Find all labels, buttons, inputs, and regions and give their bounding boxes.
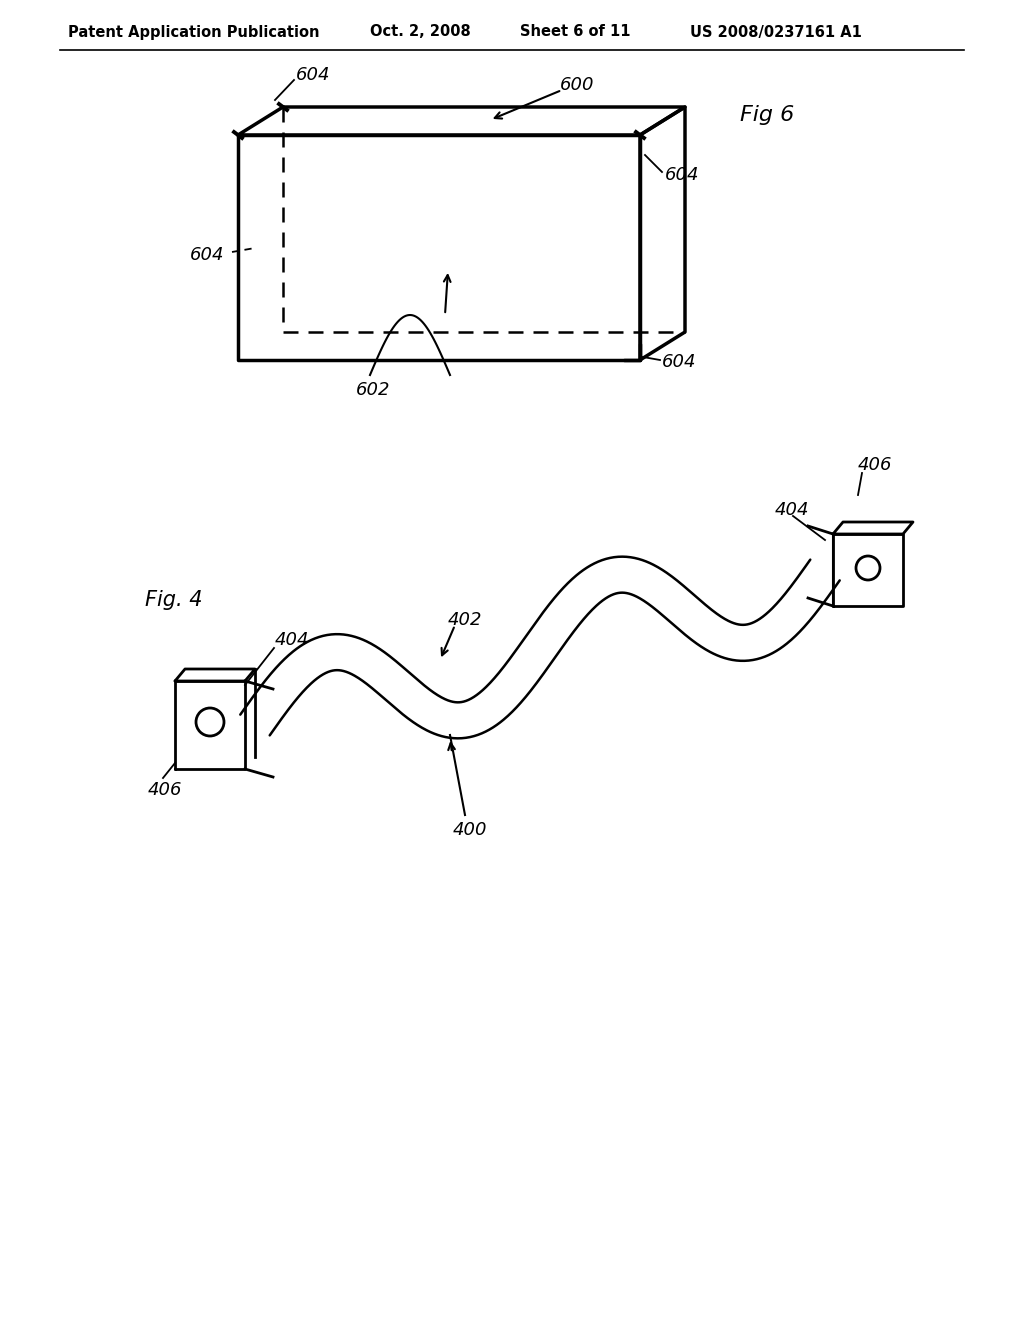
Text: 604: 604 (662, 352, 696, 371)
Text: Patent Application Publication: Patent Application Publication (68, 25, 319, 40)
Text: 604: 604 (296, 66, 331, 84)
Text: Fig 6: Fig 6 (740, 106, 795, 125)
Text: 402: 402 (449, 611, 482, 630)
Text: 404: 404 (775, 502, 810, 519)
Text: Sheet 6 of 11: Sheet 6 of 11 (520, 25, 631, 40)
Text: 400: 400 (453, 821, 487, 840)
Text: Fig. 4: Fig. 4 (145, 590, 203, 610)
Text: 406: 406 (148, 781, 182, 799)
Text: 600: 600 (560, 77, 595, 94)
Text: 406: 406 (858, 455, 893, 474)
Text: 604: 604 (190, 246, 224, 264)
Text: Oct. 2, 2008: Oct. 2, 2008 (370, 25, 471, 40)
Text: 602: 602 (356, 381, 390, 399)
Text: 404: 404 (275, 631, 309, 649)
Text: US 2008/0237161 A1: US 2008/0237161 A1 (690, 25, 862, 40)
Text: 604: 604 (665, 166, 699, 183)
